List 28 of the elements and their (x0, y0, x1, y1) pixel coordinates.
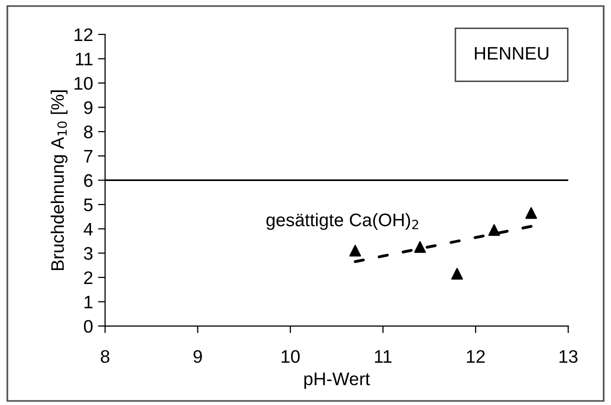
y-tick-label: 8 (84, 126, 92, 138)
point (349, 244, 362, 257)
x-tick-label: 9 (194, 350, 202, 363)
point (525, 207, 538, 219)
y-tick-label: 0 (84, 320, 93, 333)
annotation: gesättigte Ca(OH)$_{2}$ (266, 213, 418, 230)
y-tick-label: 10 (74, 76, 93, 90)
y-tick-label: 4 (84, 222, 93, 236)
y-tick-label: 2 (84, 271, 92, 284)
y-tick-label: 5 (84, 198, 93, 212)
x-axis-title: pH-Wert (304, 372, 370, 389)
y-tick-label: 11 (76, 52, 92, 66)
x-tick-label: 8 (100, 350, 110, 363)
x-tick-label: 12 (466, 350, 485, 363)
point (414, 241, 426, 253)
point (451, 268, 463, 280)
annotation: HENNEU (474, 47, 548, 60)
y-tick-label: 9 (84, 101, 92, 114)
y-tick-label: 7 (84, 150, 92, 162)
y-tick-label: 1 (84, 296, 92, 308)
y-tick-label: 12 (74, 28, 92, 41)
y-tick-label: 3 (84, 247, 92, 260)
x-tick-label: 10 (282, 350, 300, 363)
y-tick-label: 6 (84, 174, 92, 187)
y-axis-title: Bruchdehnung A$_{10}$ [%] (50, 90, 68, 270)
point (488, 224, 500, 236)
x-tick-label: 13 (560, 350, 578, 363)
x-tick-label: 11 (374, 350, 392, 363)
